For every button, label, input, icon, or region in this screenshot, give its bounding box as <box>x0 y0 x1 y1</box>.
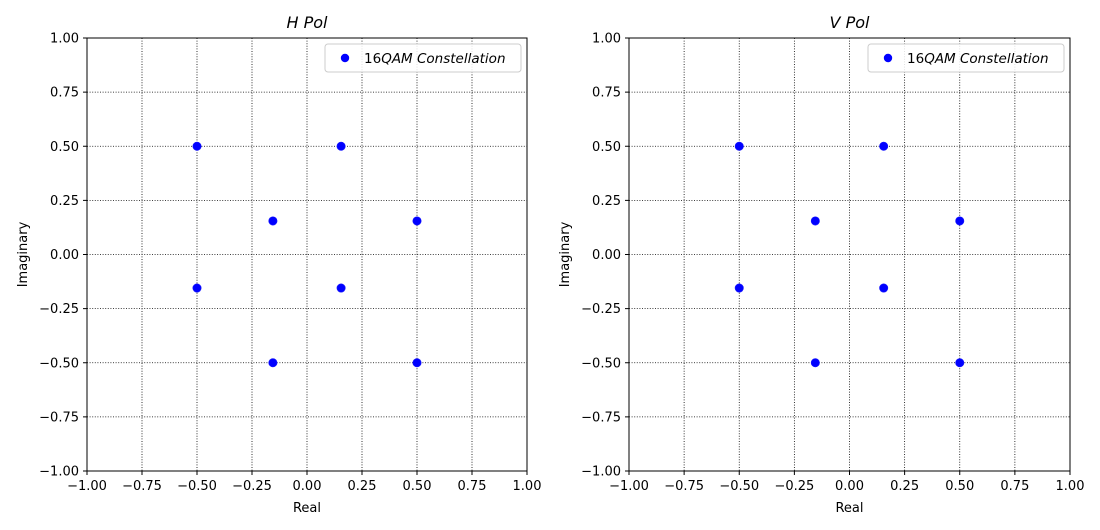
constellation-point <box>734 141 744 151</box>
grid <box>86 37 528 472</box>
x-axis-label: Real <box>835 501 863 516</box>
data-points <box>192 141 422 368</box>
constellation-point <box>268 358 278 368</box>
x-tick-label: −0.75 <box>664 479 704 494</box>
v-pol-panel: −1.00 −0.75 −0.50 −0.25 0.00 0.25 0.50 0.75 1.00… <box>558 13 1084 516</box>
legend: 16QAM Constellation <box>324 43 522 73</box>
x-tick-label: 0.00 <box>293 479 322 494</box>
constellation-point <box>810 358 820 368</box>
x-tick-label: −1.00 <box>67 479 107 494</box>
x-tick-label: 1.00 <box>1056 479 1085 494</box>
y-tick-label: 0.75 <box>50 86 79 101</box>
constellation-point <box>336 141 346 151</box>
constellation-point <box>412 216 422 226</box>
x-tick-label: 0.00 <box>835 479 864 494</box>
legend-label: 16QAM Constellation <box>907 51 1049 67</box>
y-axis-label: Imaginary <box>16 221 31 287</box>
y-tick-label: 0.25 <box>592 194 621 209</box>
constellation-point <box>879 283 889 293</box>
y-tick-label: −1.00 <box>581 465 621 480</box>
y-tick-label: 0.50 <box>592 140 621 155</box>
x-tick-label: 0.75 <box>1000 479 1029 494</box>
constellation-point <box>268 216 278 226</box>
y-tick-label: 0.25 <box>50 194 79 209</box>
x-tick-label: 1.00 <box>513 479 542 494</box>
chart-title: H Pol <box>287 13 329 32</box>
legend-box <box>324 43 522 73</box>
constellation-point <box>955 358 965 368</box>
y-axis-label: Imaginary <box>558 221 573 287</box>
constellation-point <box>955 216 965 226</box>
y-tick-label: −0.75 <box>39 410 79 425</box>
x-tick-label: −0.50 <box>719 479 759 494</box>
y-tick-label: −0.25 <box>581 302 621 317</box>
constellation-point <box>192 283 202 293</box>
y-tick-label: 1.00 <box>592 32 621 47</box>
chart-title: V Pol <box>830 13 870 32</box>
y-tick-label: 0.50 <box>50 140 79 155</box>
x-tick-label: −0.50 <box>177 479 217 494</box>
constellation-point <box>734 283 744 293</box>
x-tick-label: 0.50 <box>403 479 432 494</box>
h-pol-panel: −1.00 −0.75 −0.50 −0.25 0.00 0.25 0.50 0.75 1.00… <box>16 13 541 516</box>
x-tick-label: 0.50 <box>945 479 974 494</box>
constellation-point <box>336 283 346 293</box>
y-tick-label: −1.00 <box>39 465 79 480</box>
x-tick-label: 0.25 <box>890 479 919 494</box>
legend: 16QAM Constellation <box>867 43 1065 73</box>
y-tick-label: 0.75 <box>592 86 621 101</box>
data-points <box>734 141 965 368</box>
constellation-point <box>192 141 202 151</box>
legend-box <box>867 43 1065 73</box>
y-tick-label: 1.00 <box>50 32 79 47</box>
x-tick-label: −1.00 <box>609 479 649 494</box>
constellation-point <box>412 358 422 368</box>
legend-marker <box>883 53 893 63</box>
y-tick-label: −0.75 <box>581 410 621 425</box>
constellation-point <box>810 216 820 226</box>
y-tick-label: 0.00 <box>592 248 621 263</box>
x-tick-label: 0.75 <box>458 479 487 494</box>
legend-label: 16QAM Constellation <box>364 51 506 67</box>
x-axis-label: Real <box>293 501 321 516</box>
constellation-point <box>879 141 889 151</box>
x-tick-label: −0.25 <box>232 479 272 494</box>
y-tick-label: 0.00 <box>50 248 79 263</box>
x-tick-label: 0.25 <box>348 479 377 494</box>
x-tick-label: −0.75 <box>122 479 162 494</box>
y-tick-label: −0.50 <box>39 356 79 371</box>
legend-marker <box>340 53 350 63</box>
x-tick-label: −0.25 <box>774 479 814 494</box>
grid <box>628 37 1071 472</box>
y-tick-label: −0.50 <box>581 356 621 371</box>
y-tick-label: −0.25 <box>39 302 79 317</box>
